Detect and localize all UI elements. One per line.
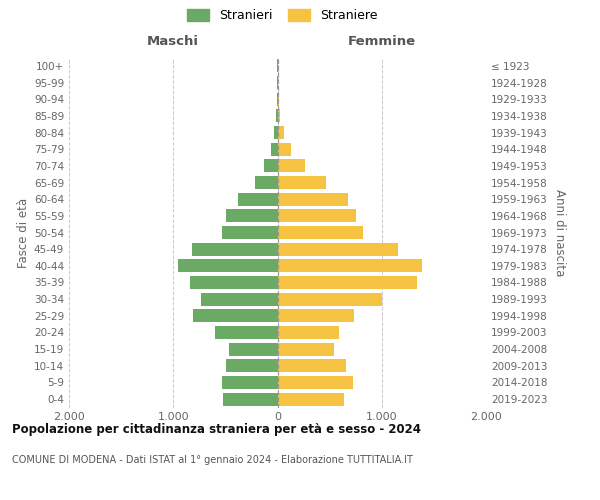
Text: Maschi: Maschi bbox=[147, 34, 199, 48]
Bar bbox=[192, 242, 277, 256]
Bar bbox=[277, 126, 284, 139]
Y-axis label: Anni di nascita: Anni di nascita bbox=[553, 189, 566, 276]
Bar bbox=[226, 210, 277, 222]
Bar bbox=[274, 126, 277, 139]
Bar bbox=[277, 292, 382, 306]
Bar bbox=[178, 260, 277, 272]
Bar bbox=[254, 176, 277, 189]
Text: Popolazione per cittadinanza straniera per età e sesso - 2024: Popolazione per cittadinanza straniera p… bbox=[12, 422, 421, 436]
Bar bbox=[277, 310, 353, 322]
Bar bbox=[277, 226, 363, 239]
Bar bbox=[277, 342, 334, 355]
Bar bbox=[222, 376, 277, 389]
Bar bbox=[277, 392, 344, 406]
Bar bbox=[277, 192, 349, 205]
Bar bbox=[202, 292, 277, 306]
Bar bbox=[222, 226, 277, 239]
Bar bbox=[275, 110, 277, 122]
Bar bbox=[277, 260, 422, 272]
Bar bbox=[277, 276, 417, 289]
Y-axis label: Fasce di età: Fasce di età bbox=[17, 198, 30, 268]
Bar bbox=[223, 392, 277, 406]
Bar bbox=[277, 210, 356, 222]
Bar bbox=[277, 242, 398, 256]
Bar bbox=[190, 276, 277, 289]
Bar bbox=[277, 142, 291, 156]
Bar bbox=[215, 326, 277, 339]
Text: COMUNE DI MODENA - Dati ISTAT al 1° gennaio 2024 - Elaborazione TUTTITALIA.IT: COMUNE DI MODENA - Dati ISTAT al 1° genn… bbox=[12, 455, 413, 465]
Bar bbox=[265, 160, 277, 172]
Bar bbox=[277, 176, 326, 189]
Legend: Stranieri, Straniere: Stranieri, Straniere bbox=[187, 8, 377, 22]
Bar bbox=[229, 342, 277, 355]
Bar bbox=[277, 160, 305, 172]
Bar bbox=[238, 192, 277, 205]
Text: Femmine: Femmine bbox=[347, 34, 416, 48]
Bar bbox=[271, 142, 277, 156]
Bar bbox=[277, 360, 346, 372]
Bar bbox=[277, 110, 280, 122]
Bar bbox=[277, 92, 280, 106]
Bar bbox=[226, 360, 277, 372]
Bar bbox=[277, 376, 353, 389]
Bar bbox=[277, 326, 339, 339]
Bar bbox=[193, 310, 277, 322]
